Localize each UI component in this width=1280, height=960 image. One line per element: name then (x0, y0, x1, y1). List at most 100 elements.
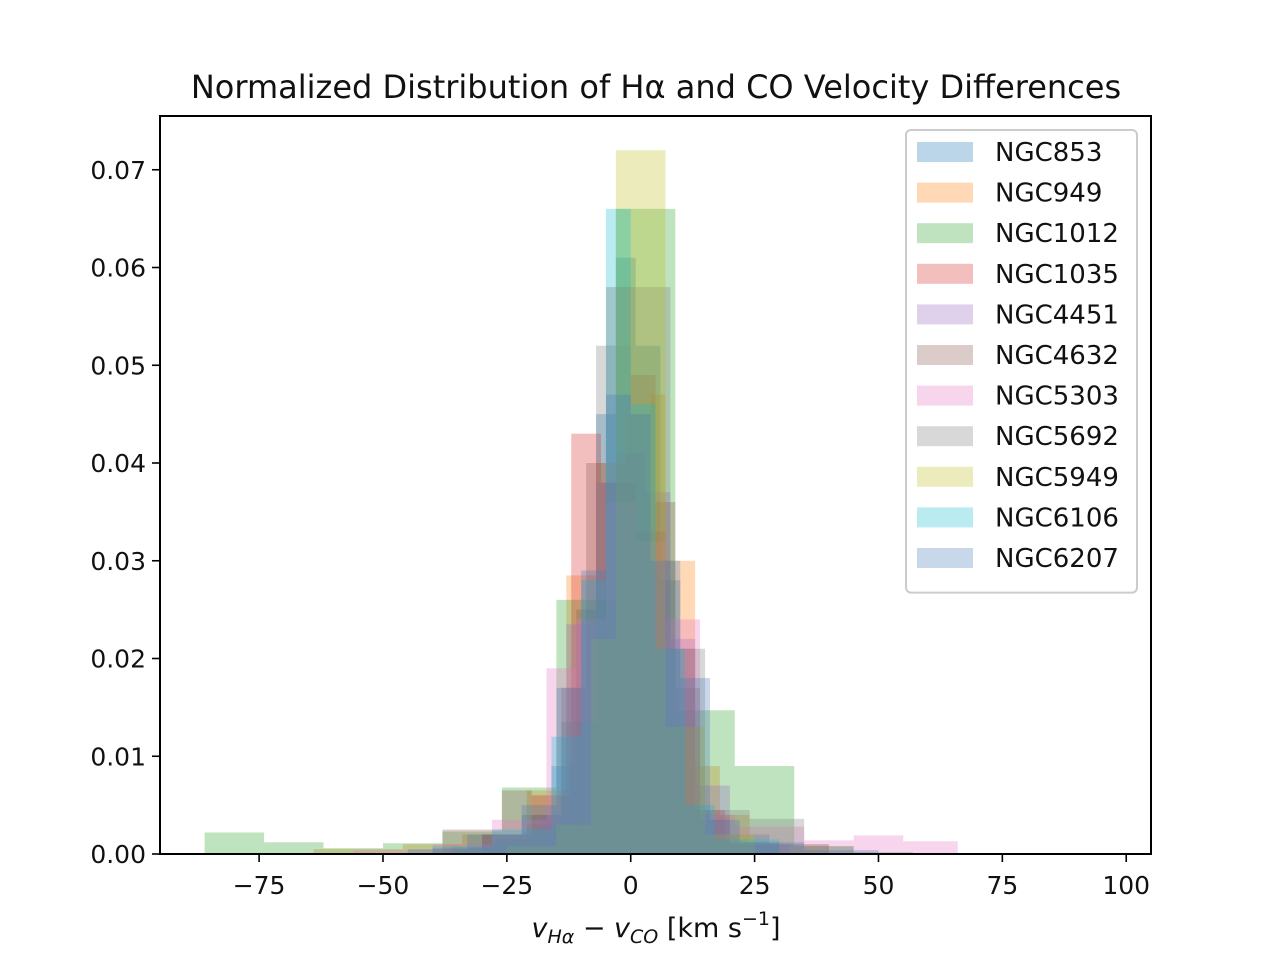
legend-item-NGC6106: NGC6106 (917, 503, 1119, 533)
bar-NGC853-0 (482, 834, 522, 854)
bar-NGC5692-8 (749, 818, 805, 854)
legend-label: NGC1035 (995, 260, 1119, 290)
bar-NGC4632-6 (630, 375, 656, 854)
x-axis-label: vHα − vCO [km s−1] (531, 908, 780, 948)
legend-item-NGC4632: NGC4632 (917, 341, 1119, 371)
bar-NGC5692-5 (630, 287, 671, 854)
bar-NGC1012-5 (501, 787, 557, 854)
bar-NGC1035-6 (665, 648, 696, 854)
bar-NGC5303-0 (353, 850, 433, 854)
legend-swatch (917, 426, 973, 447)
x-tick-label: 50 (863, 871, 895, 900)
bar-NGC1012-6 (556, 599, 616, 854)
x-tick-label: 75 (986, 871, 1018, 900)
x-label-minus: − (574, 913, 614, 944)
bar-NGC6207-8 (680, 678, 710, 854)
legend-item-NGC4451: NGC4451 (917, 300, 1119, 330)
bar-NGC853-8 (680, 726, 701, 854)
bar-NGC6207-9 (710, 819, 740, 854)
bar-NGC6106-7 (685, 805, 715, 854)
bar-NGC949-8 (665, 560, 696, 854)
legend-item-NGC5692: NGC5692 (917, 422, 1119, 452)
x-tick-label: −75 (233, 871, 286, 900)
legend-item-NGC5949: NGC5949 (917, 463, 1119, 493)
bar-NGC853-10 (729, 834, 770, 854)
bar-NGC5949-0 (506, 846, 557, 854)
bar-NGC6207-4 (581, 570, 606, 854)
series-NGC5949 (506, 150, 755, 854)
bar-NGC4451-7 (695, 785, 730, 854)
y-tick-label: 0.02 (90, 645, 146, 674)
bar-NGC4451-5 (645, 492, 671, 854)
x-tick-label: 100 (1102, 871, 1150, 900)
bar-NGC5949-2 (591, 638, 616, 854)
legend-item-NGC1012: NGC1012 (917, 219, 1119, 249)
bar-NGC949-3 (526, 790, 567, 854)
bar-NGC4451-6 (670, 638, 696, 854)
bar-NGC4451-3 (596, 482, 616, 854)
bar-NGC949-7 (650, 394, 666, 854)
bar-NGC5303-8 (700, 814, 735, 854)
bar-NGC6207-11 (804, 850, 879, 854)
bar-NGC5303-4 (576, 619, 606, 854)
bar-NGC1035-0 (432, 848, 483, 854)
bar-NGC4451-1 (541, 814, 567, 854)
x-tick-label: 0 (623, 871, 639, 900)
x-axis: −75 −50 −25 0 25 50 75 100 (233, 854, 1150, 900)
bar-NGC853-3 (576, 609, 597, 854)
bar-NGC5949-5 (705, 834, 755, 854)
series-NGC853 (482, 257, 829, 854)
legend-swatch (917, 223, 973, 244)
bar-NGC6207-7 (650, 560, 681, 854)
series-NGC5303 (353, 502, 958, 854)
x-label-exp: −1 (742, 908, 770, 930)
y-axis: 0.00 0.01 0.02 0.03 0.04 0.05 0.06 0.07 (90, 156, 160, 869)
legend-box (905, 129, 1138, 594)
bar-NGC1012-9 (734, 766, 795, 854)
legend-label: NGC4632 (995, 341, 1119, 371)
bar-NGC1012-3 (382, 843, 443, 854)
legend-label: NGC5303 (995, 382, 1119, 412)
bar-NGC5303-6 (635, 541, 666, 854)
bar-NGC853-1 (521, 814, 552, 854)
legend-swatch (917, 385, 973, 406)
legend-swatch (917, 345, 973, 365)
y-tick-label: 0.04 (90, 449, 146, 478)
legend: NGC853 NGC949 NGC1012 NGC1035 NGC4451 NGC4632… (905, 129, 1138, 594)
legend-swatch (917, 142, 973, 162)
bar-NGC1035-3 (571, 433, 601, 854)
series-NGC1035 (432, 433, 780, 854)
bar-NGC853-5 (615, 257, 636, 854)
bar-NGC5303-7 (665, 619, 701, 854)
bar-NGC853-2 (551, 766, 577, 854)
bar-NGC4451-8 (729, 844, 790, 854)
bar-NGC6106-6 (655, 648, 686, 854)
x-tick-label: −25 (480, 871, 533, 900)
legend-swatch (917, 182, 973, 203)
bar-NGC1012-8 (675, 710, 735, 854)
bar-NGC949-1 (402, 844, 463, 854)
bar-NGC1035-4 (601, 482, 636, 854)
bar-NGC4632-7 (655, 502, 676, 854)
bar-NGC5303-10 (804, 840, 854, 854)
bar-NGC853-7 (660, 580, 681, 854)
bar-NGC6207-2 (521, 805, 557, 854)
bar-NGC5303-11 (853, 835, 904, 854)
bar-NGC6106-2 (551, 736, 582, 854)
bar-NGC853-11 (769, 844, 829, 854)
bar-NGC949-9 (695, 766, 720, 854)
bar-NGC4632-10 (729, 844, 780, 854)
bar-NGC1035-5 (635, 531, 666, 854)
legend-swatch (917, 548, 973, 568)
x-label-v2: v (614, 913, 631, 944)
plot-frame (159, 115, 1152, 855)
bar-NGC853-4 (596, 414, 616, 854)
bar-NGC5949-1 (556, 824, 592, 854)
bar-NGC1012-1 (264, 842, 324, 854)
bar-NGC5692-1 (496, 839, 527, 854)
bar-NGC5692-4 (596, 345, 631, 854)
bar-NGC4632-1 (501, 790, 532, 854)
bar-NGC1035-7 (695, 810, 725, 854)
legend-label: NGC853 (995, 138, 1102, 168)
